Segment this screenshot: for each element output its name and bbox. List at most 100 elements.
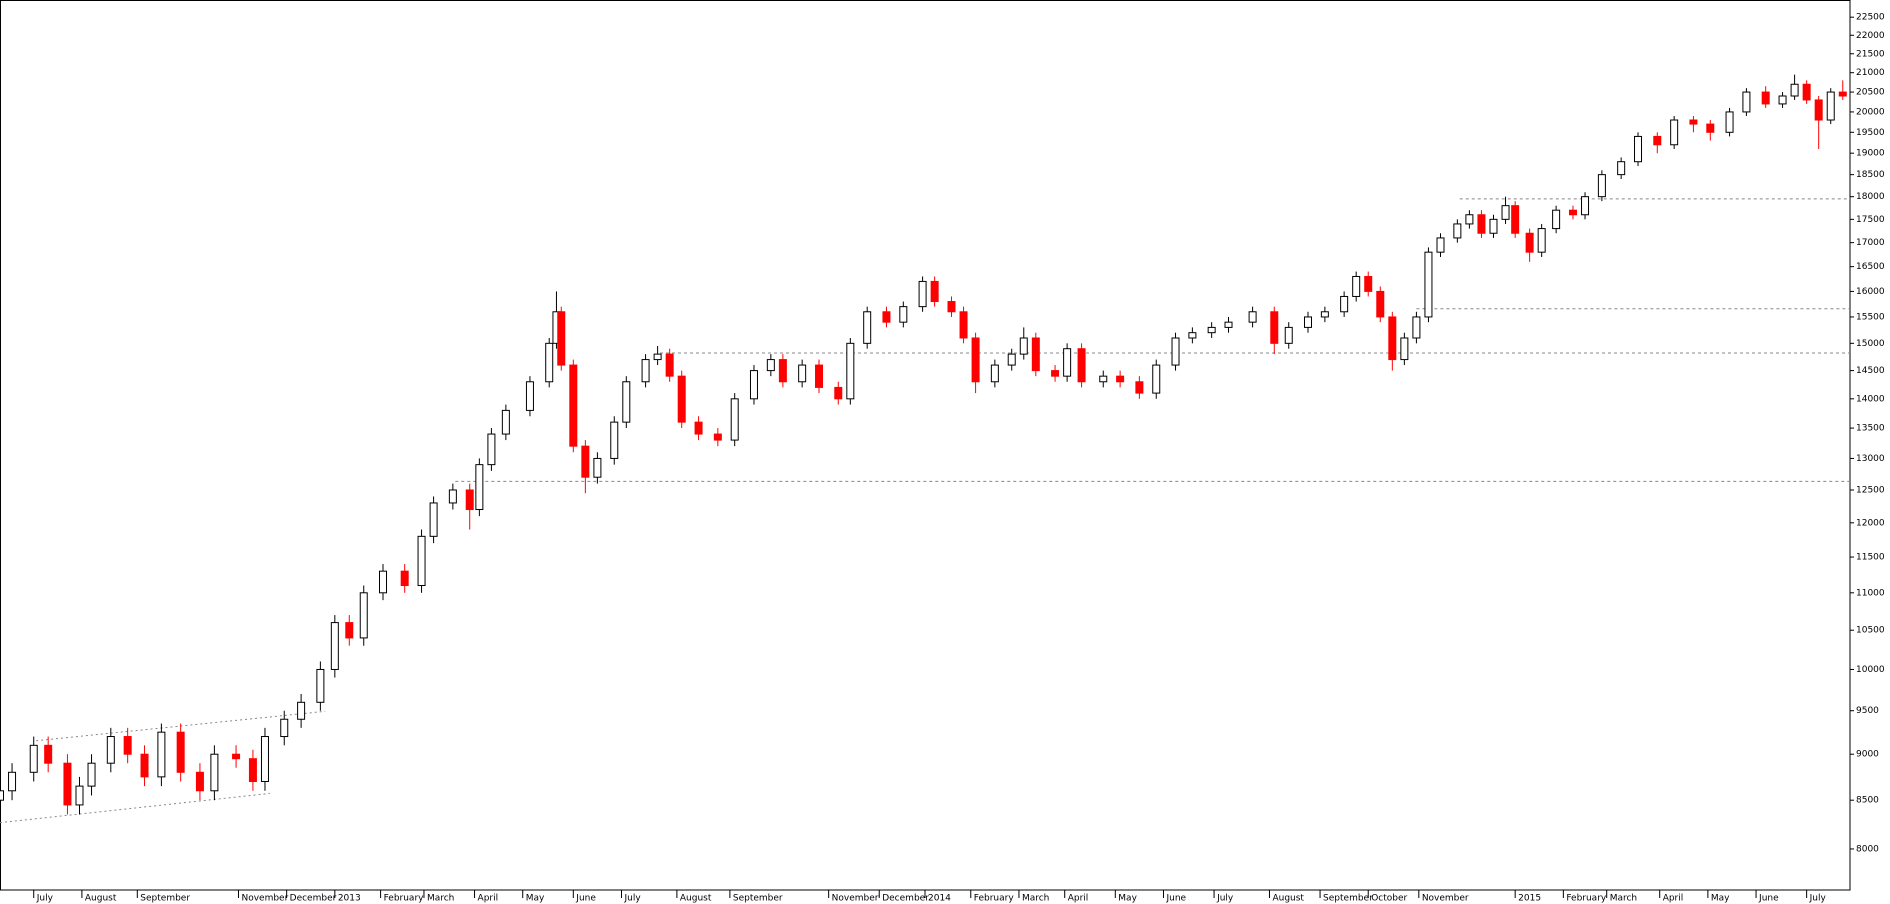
- candle-body: [1617, 161, 1626, 176]
- candle-body: [1634, 135, 1643, 163]
- candle-body: [417, 535, 426, 587]
- candle-body: [1581, 196, 1590, 216]
- candle-body: [863, 311, 872, 344]
- candle-body: [1207, 326, 1216, 334]
- x-tick-label: March: [1610, 894, 1637, 904]
- x-tick-label: March: [1022, 894, 1049, 904]
- x-tick-label: October: [1371, 894, 1407, 904]
- candle-body: [1802, 83, 1811, 101]
- x-tick-label: February: [974, 894, 1015, 904]
- candle-body: [8, 771, 17, 792]
- candle-body: [1477, 214, 1486, 234]
- candle-body: [930, 280, 939, 303]
- x-tick-label: August: [1272, 894, 1304, 904]
- candle-body: [487, 433, 496, 466]
- candle-body: [1364, 275, 1373, 292]
- candle-body: [834, 386, 843, 400]
- candle-body: [1116, 375, 1125, 383]
- candle-body: [610, 421, 619, 459]
- candle-body: [713, 433, 722, 441]
- candle-body: [899, 306, 908, 323]
- candle-body: [140, 753, 149, 778]
- candle-body: [0, 790, 4, 801]
- candle-body: [1188, 332, 1197, 339]
- y-tick-label: 16500: [1856, 262, 1885, 272]
- candle-body: [1568, 209, 1577, 216]
- y-tick-label: 19500: [1856, 128, 1885, 138]
- y-tick-label: 18000: [1856, 192, 1885, 202]
- candle-body: [501, 409, 510, 435]
- y-tick-label: 12000: [1856, 518, 1885, 528]
- candle-body: [1099, 375, 1108, 383]
- y-tick-label: 15500: [1856, 312, 1885, 322]
- candle-body: [665, 353, 674, 377]
- candle-body: [918, 280, 927, 308]
- candle-body: [1152, 364, 1161, 394]
- x-tick-label: April: [478, 894, 499, 904]
- candle-body: [1270, 311, 1279, 344]
- candle-body: [379, 570, 388, 594]
- y-tick-label: 14500: [1856, 366, 1885, 376]
- candle-body: [1436, 237, 1445, 253]
- y-tick-label: 10000: [1856, 665, 1885, 675]
- candle-body: [557, 311, 566, 366]
- candle-body: [653, 353, 662, 361]
- candle-body: [1051, 370, 1060, 377]
- candle-body: [1031, 337, 1040, 372]
- candle-body: [1552, 209, 1561, 230]
- x-tick-label: April: [1663, 894, 1684, 904]
- trendline: [0, 792, 270, 824]
- y-tick-label: 13500: [1856, 424, 1885, 434]
- x-tick-label: July: [1216, 894, 1234, 904]
- candle-body: [749, 370, 758, 400]
- candle-body: [157, 731, 166, 778]
- candle-body: [798, 364, 807, 383]
- x-tick-label: July: [1809, 894, 1827, 904]
- candle-body: [1489, 218, 1498, 234]
- candle-body: [1284, 326, 1293, 344]
- candle-body: [87, 762, 96, 787]
- x-tick-label: May: [1711, 894, 1730, 904]
- candle-body: [730, 398, 739, 441]
- candle-body: [1352, 275, 1361, 297]
- candle-body: [1689, 119, 1698, 125]
- y-tick-label: 9500: [1856, 706, 1879, 716]
- candle-body: [176, 731, 185, 773]
- x-tick-label: July: [623, 894, 641, 904]
- candle-body: [106, 736, 115, 764]
- x-tick-label: December: [290, 894, 337, 904]
- candle-body: [1525, 232, 1534, 253]
- candle-body: [400, 570, 409, 587]
- candle-body: [1814, 99, 1823, 121]
- candle-body: [882, 311, 891, 323]
- candle-body: [1511, 205, 1520, 234]
- candle-body: [210, 753, 219, 792]
- candle-body: [448, 489, 457, 504]
- candle-body: [971, 337, 980, 383]
- candle-body: [1670, 119, 1679, 146]
- candle-body: [766, 359, 775, 372]
- candle-body: [641, 359, 650, 383]
- candle-body: [1465, 214, 1474, 225]
- x-tick-label: August: [680, 894, 712, 904]
- y-tick-label: 17500: [1856, 215, 1885, 225]
- candle-body: [195, 771, 204, 792]
- candle-body: [1304, 316, 1313, 328]
- candle-body: [63, 762, 72, 806]
- x-tick-label: July: [36, 894, 54, 904]
- candle-body: [778, 359, 787, 383]
- y-tick-label: 18500: [1856, 170, 1885, 180]
- candle-body: [1248, 311, 1257, 323]
- x-tick-label: September: [140, 894, 190, 904]
- x-tick-label: May: [526, 894, 545, 904]
- x-tick-label: December: [882, 894, 929, 904]
- x-tick-label: May: [1118, 894, 1137, 904]
- candle-body: [429, 502, 438, 537]
- y-tick-label: 17000: [1856, 238, 1885, 248]
- y-tick-label: 8000: [1856, 844, 1879, 854]
- candle-body: [1725, 111, 1734, 133]
- y-tick-label: 19000: [1856, 149, 1885, 159]
- x-tick-label: November: [1422, 894, 1469, 904]
